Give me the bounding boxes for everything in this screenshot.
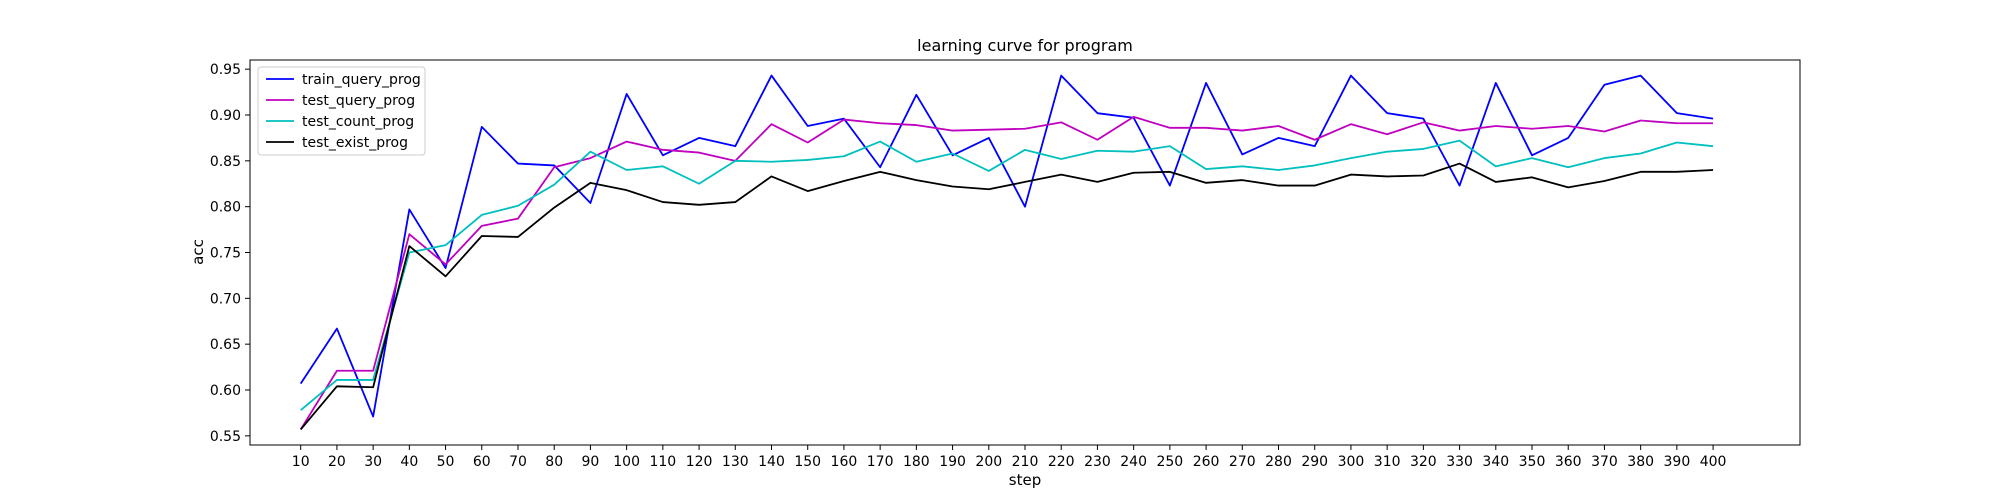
- x-tick-label: 140: [758, 454, 785, 470]
- x-axis-label: step: [1009, 471, 1041, 489]
- series-line-test-exist-prog: [300, 162, 1714, 430]
- x-tick-label: 50: [437, 454, 455, 470]
- y-tick-label: 0.60: [210, 383, 241, 399]
- x-tick-label: 40: [400, 454, 418, 470]
- x-tick-label: 180: [903, 454, 930, 470]
- legend: train_query_prog test_query_prog test_coun…: [257, 66, 426, 156]
- x-tick-label: 100: [613, 454, 640, 470]
- x-tick-label: 190: [939, 454, 966, 470]
- x-tick-label: 90: [582, 454, 600, 470]
- x-tick-label: 300: [1338, 454, 1365, 470]
- legend-box: [257, 66, 426, 156]
- x-tick-label: 20: [328, 454, 346, 470]
- legend-label: train_query_prog: [302, 72, 421, 88]
- x-tick-label: 230: [1084, 454, 1111, 470]
- x-tick-label: 220: [1048, 454, 1075, 470]
- x-tick-label: 200: [975, 454, 1002, 470]
- y-tick-label: 0.55: [210, 429, 241, 445]
- y-axis-label: acc: [189, 239, 207, 265]
- legend-label: test_count_prog: [302, 114, 414, 130]
- x-tick-label: 260: [1193, 454, 1220, 470]
- x-tick-label: 160: [831, 454, 858, 470]
- x-tick-label: 350: [1519, 454, 1546, 470]
- legend-label: test_exist_prog: [302, 135, 408, 151]
- plot-area: [249, 59, 1801, 446]
- y-tick-label: 0.80: [210, 200, 241, 216]
- x-tick-label: 360: [1555, 454, 1582, 470]
- x-tick-label: 390: [1664, 454, 1691, 470]
- y-tick-label: 0.90: [210, 108, 241, 124]
- y-tick-label: 0.95: [210, 62, 241, 78]
- y-tick-label: 0.70: [210, 291, 241, 307]
- x-tick-label: 80: [545, 454, 563, 470]
- x-tick-label: 330: [1446, 454, 1473, 470]
- x-tick-label: 30: [364, 454, 382, 470]
- y-tick-label: 0.85: [210, 154, 241, 170]
- x-tick-label: 170: [867, 454, 894, 470]
- x-tick-label: 250: [1156, 454, 1183, 470]
- x-tick-label: 290: [1301, 454, 1328, 470]
- series-line-test-count-prog: [300, 139, 1714, 411]
- x-tick-label: 270: [1229, 454, 1256, 470]
- x-tick-label: 210: [1012, 454, 1039, 470]
- chart-title: learning curve for program: [917, 36, 1133, 55]
- x-axis: 10 20 30 40 50 60 70 80 90 100 110 120 130 140 150 160 1…: [292, 445, 1727, 470]
- x-tick-label: 10: [292, 454, 310, 470]
- legend-label: test_query_prog: [302, 93, 415, 109]
- series-line-train-query-prog: [299, 74, 1714, 418]
- x-tick-label: 370: [1591, 454, 1618, 470]
- x-tick-label: 70: [509, 454, 527, 470]
- x-tick-label: 60: [473, 454, 491, 470]
- x-tick-label: 380: [1627, 454, 1654, 470]
- x-tick-label: 400: [1700, 454, 1727, 470]
- x-tick-label: 340: [1482, 454, 1509, 470]
- series-group: [299, 74, 1714, 430]
- x-tick-label: 130: [722, 454, 749, 470]
- x-tick-label: 150: [794, 454, 821, 470]
- x-tick-label: 280: [1265, 454, 1292, 470]
- y-axis: 0.55 0.60 0.65 0.70 0.75 0.80 0.85 0.90 0.95: [210, 62, 250, 445]
- x-tick-label: 320: [1410, 454, 1437, 470]
- series-line-test-query-prog: [299, 115, 1714, 430]
- x-tick-label: 110: [649, 454, 676, 470]
- x-tick-label: 310: [1374, 454, 1401, 470]
- y-tick-label: 0.75: [210, 246, 241, 262]
- y-tick-label: 0.65: [210, 337, 241, 353]
- x-tick-label: 240: [1120, 454, 1147, 470]
- x-tick-label: 120: [686, 454, 713, 470]
